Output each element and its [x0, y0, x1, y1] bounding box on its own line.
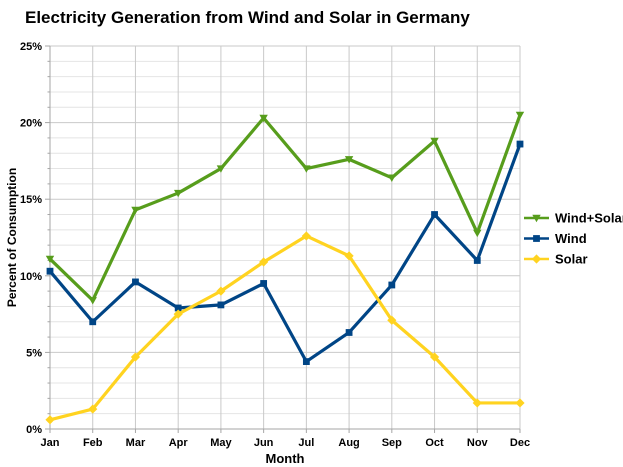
- series-line-solar: [48, 234, 522, 422]
- marker-diamond-solar: [515, 398, 525, 408]
- x-tick-label: Dec: [510, 437, 530, 449]
- marker-diamond-solar: [173, 309, 183, 319]
- series-line-wind: [48, 142, 522, 364]
- marker-diamond-solar: [344, 251, 354, 261]
- marker-diamond-solar: [429, 352, 440, 362]
- marker-triangle-down-wind-solar: [430, 137, 439, 146]
- y-tick-label: 10%: [20, 271, 42, 283]
- x-tick-label: Feb: [83, 437, 103, 449]
- series-line-wind-solar: [48, 113, 522, 302]
- x-tick-label: Apr: [169, 437, 189, 449]
- marker-triangle-down-wind-solar: [473, 229, 482, 238]
- marker-square-wind: [345, 329, 353, 336]
- marker-square-wind: [46, 267, 54, 275]
- marker-diamond-solar: [88, 404, 98, 414]
- x-tick-label: Sep: [382, 437, 402, 449]
- y-tick-label: 0%: [26, 424, 42, 436]
- x-tick-label: Jun: [254, 437, 274, 449]
- marker-square-wind: [260, 280, 268, 287]
- x-axis-title: Month: [266, 451, 305, 466]
- marker-diamond-solar: [301, 231, 311, 241]
- marker-triangle-down-wind-solar: [302, 165, 311, 173]
- legend-label: Wind+Solar: [555, 211, 623, 226]
- marker-square-wind: [473, 257, 481, 264]
- marker-square-wind: [132, 278, 139, 286]
- marker-triangle-down-wind-solar: [515, 111, 525, 120]
- marker-square-wind: [89, 318, 97, 326]
- legend-triangle-down-icon: [532, 214, 541, 223]
- x-tick-label: Jan: [41, 437, 60, 449]
- x-tick-label: Jul: [298, 437, 314, 449]
- marker-diamond-solar: [45, 415, 55, 425]
- marker-triangle-down-wind-solar: [344, 156, 354, 164]
- x-tick-label: Oct: [425, 437, 444, 449]
- legend-label: Solar: [555, 252, 588, 267]
- marker-square-wind: [388, 281, 396, 289]
- marker-triangle-down-wind-solar: [131, 206, 140, 215]
- marker-diamond-solar: [387, 315, 397, 325]
- x-tick-label: Nov: [467, 437, 489, 449]
- marker-square-wind: [516, 140, 524, 148]
- legend-diamond-icon: [531, 254, 542, 264]
- marker-square-wind: [174, 304, 182, 312]
- x-tick-label: Mar: [126, 437, 146, 449]
- marker-diamond-solar: [472, 398, 482, 408]
- marker-diamond-solar: [130, 352, 141, 362]
- chart-title: Electricity Generation from Wind and Sol…: [25, 8, 470, 27]
- marker-diamond-solar: [216, 286, 226, 296]
- y-tick-label: 5%: [26, 347, 42, 359]
- marker-square-wind: [302, 358, 310, 365]
- marker-triangle-down-wind-solar: [216, 165, 226, 173]
- legend-label: Wind: [555, 231, 587, 246]
- y-tick-label: 15%: [20, 194, 42, 206]
- x-tick-label: May: [210, 437, 232, 449]
- x-tick-label: Aug: [338, 437, 359, 449]
- marker-triangle-down-wind-solar: [387, 174, 397, 182]
- y-tick-label: 20%: [20, 118, 42, 130]
- y-axis-title: Percent of Consumption: [5, 168, 19, 307]
- y-tick-label: 25%: [20, 41, 42, 53]
- marker-triangle-down-wind-solar: [173, 189, 183, 198]
- marker-triangle-down-wind-solar: [259, 114, 268, 123]
- marker-square-wind: [431, 211, 438, 218]
- marker-triangle-down-wind-solar: [45, 255, 55, 264]
- marker-diamond-solar: [259, 257, 269, 267]
- marker-triangle-down-wind-solar: [88, 297, 97, 305]
- marker-square-wind: [217, 301, 225, 309]
- legend-square-icon: [533, 235, 540, 242]
